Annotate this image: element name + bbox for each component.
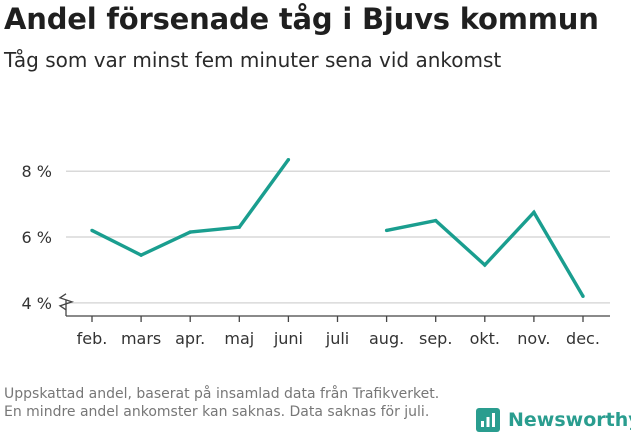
- data-point-feb: [90, 228, 94, 233]
- line-chart: 4 % 6 % 8 % feb. mars apr. maj juni juli aug. sep.…: [22, 157, 610, 348]
- brand-logo: Newsworthy: [476, 408, 631, 432]
- y-tick-label: 8 %: [22, 162, 52, 181]
- data-point-mars: [139, 253, 143, 257]
- data-point-juni: [286, 157, 291, 162]
- brand-name: Newsworthy: [508, 409, 631, 431]
- series-line-segment-2: [386, 209, 585, 298]
- data-point-dec: [581, 294, 585, 298]
- chart-subtitle: Tåg som var minst fem minuter sena vid a…: [4, 48, 502, 72]
- axis-break-marker: [58, 293, 75, 311]
- x-tick-label: maj: [224, 329, 254, 348]
- series-line-segment-1: [91, 158, 290, 258]
- data-point-apr: [188, 230, 192, 234]
- data-point-aug: [384, 228, 389, 233]
- newsworthy-logo-icon: [476, 408, 500, 432]
- y-tick-label: 4 %: [22, 294, 52, 313]
- chart-title: Andel försenade tåg i Bjuvs kommun: [4, 2, 599, 36]
- x-tick-label: sep.: [419, 329, 452, 348]
- footnote: Uppskattad andel, baserat på insamlad da…: [4, 386, 440, 420]
- x-tick-label: okt.: [470, 329, 500, 348]
- x-tick-label: mars: [121, 329, 161, 348]
- x-tick-label: aug.: [369, 329, 404, 348]
- y-tick-label: 6 %: [22, 228, 52, 247]
- x-tick-label: juni: [273, 329, 303, 348]
- data-point-maj: [237, 225, 241, 229]
- x-tick-label: feb.: [77, 329, 108, 348]
- x-tick-label: dec.: [566, 329, 600, 348]
- data-point-nov: [532, 210, 536, 215]
- x-tick-label: apr.: [175, 329, 205, 348]
- data-point-okt: [483, 263, 487, 267]
- x-tick-label: nov.: [517, 329, 550, 348]
- data-point-sep: [434, 218, 438, 223]
- x-tick-label: juli: [325, 329, 349, 348]
